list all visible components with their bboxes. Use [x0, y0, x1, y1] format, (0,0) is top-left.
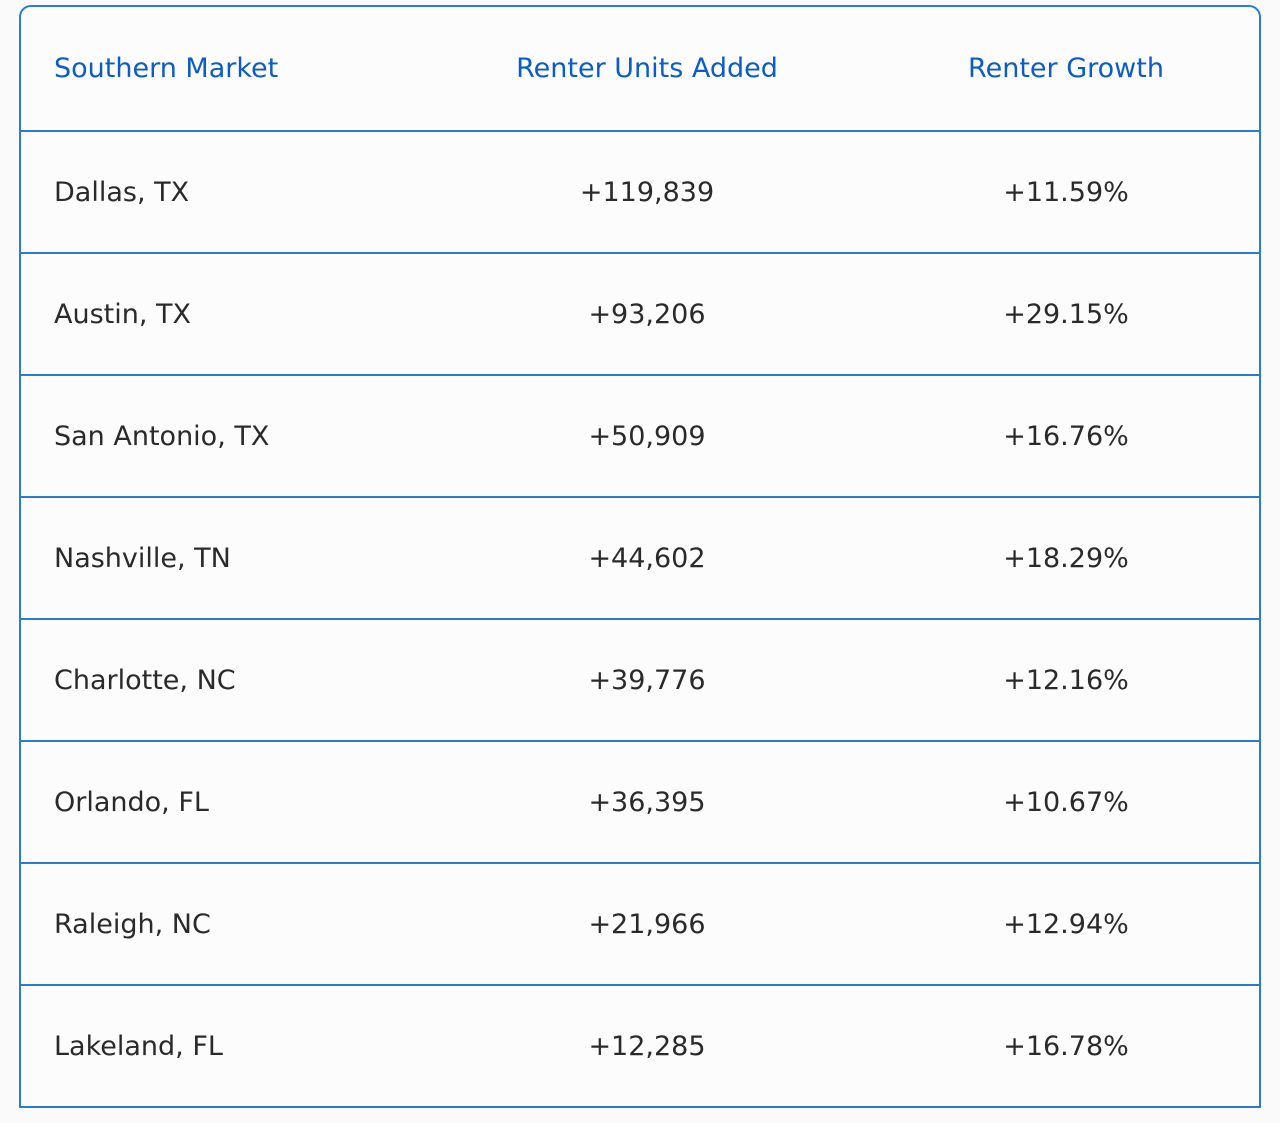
table-row: Dallas, TX +119,839 +11.59%: [21, 132, 1259, 254]
table-cell: +16.76%: [1003, 420, 1129, 452]
table-cell: +12.16%: [1003, 664, 1129, 696]
table-cell: Austin, TX: [54, 298, 192, 330]
table-cell: +16.78%: [1003, 1030, 1129, 1062]
table-cell: +39,776: [588, 664, 706, 696]
table-cell: Raleigh, NC: [54, 908, 211, 940]
table-row: Nashville, TN +44,602 +18.29%: [21, 498, 1259, 620]
header-cell: Renter Units Added: [516, 53, 778, 84]
table-cell: +29.15%: [1003, 298, 1129, 330]
table-cell: +18.29%: [1003, 542, 1129, 574]
header-cell: Renter Growth: [968, 53, 1164, 84]
header-row: Southern Market Renter Units Added Rente…: [21, 7, 1259, 132]
table-cell: +44,602: [588, 542, 706, 574]
table-cell: +93,206: [588, 298, 706, 330]
header-cell: Southern Market: [54, 53, 279, 84]
table-cell: +36,395: [588, 786, 706, 818]
table-cell: Lakeland, FL: [54, 1030, 223, 1062]
table-cell: +10.67%: [1003, 786, 1129, 818]
table-row: Charlotte, NC +39,776 +12.16%: [21, 620, 1259, 742]
table-cell: Charlotte, NC: [54, 664, 236, 696]
table-row: Lakeland, FL +12,285 +16.78%: [21, 986, 1259, 1106]
table-row: Austin, TX +93,206 +29.15%: [21, 254, 1259, 376]
table-cell: +12,285: [588, 1030, 706, 1062]
table-cell: +50,909: [588, 420, 706, 452]
table-cell: +21,966: [588, 908, 706, 940]
table-cell: Dallas, TX: [54, 176, 190, 208]
table-cell: Orlando, FL: [54, 786, 209, 818]
table: Southern Market Renter Units Added Rente…: [19, 5, 1261, 1108]
table-cell: +12.94%: [1003, 908, 1129, 940]
table-cell: +119,839: [579, 176, 715, 208]
table-row: Raleigh, NC +21,966 +12.94%: [21, 864, 1259, 986]
table-cell: San Antonio, TX: [54, 420, 270, 452]
table-row: Orlando, FL +36,395 +10.67%: [21, 742, 1259, 864]
table-cell: +11.59%: [1003, 176, 1129, 208]
table-row: San Antonio, TX +50,909 +16.76%: [21, 376, 1259, 498]
table-cell: Nashville, TN: [54, 542, 231, 574]
